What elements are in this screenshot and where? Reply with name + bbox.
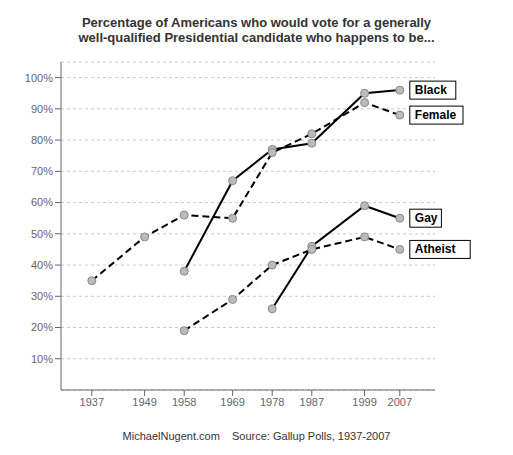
svg-text:1969: 1969 (220, 396, 244, 408)
svg-text:1937: 1937 (80, 396, 104, 408)
svg-text:Female: Female (415, 108, 457, 122)
svg-text:1978: 1978 (260, 396, 284, 408)
html-text:Percentage of Americans who wo: Percentage of Americans who would vote f… (81, 15, 432, 30)
svg-text:90%: 90% (31, 103, 53, 115)
svg-text:Black: Black (415, 83, 447, 97)
svg-text:40%: 40% (31, 259, 53, 271)
svg-text:10%: 10% (31, 353, 53, 365)
svg-text:1958: 1958 (172, 396, 196, 408)
svg-text:1987: 1987 (300, 396, 324, 408)
svg-text:Gay: Gay (415, 211, 438, 225)
svg-text:80%: 80% (31, 134, 53, 146)
svg-text:30%: 30% (31, 290, 53, 302)
svg-text:100%: 100% (25, 72, 53, 84)
html-text:MichaelNugent.com Source: Gall: MichaelNugent.com Source: Gallup Polls, … (122, 430, 391, 442)
svg-text:Atheist: Atheist (415, 242, 456, 256)
svg-text:70%: 70% (31, 165, 53, 177)
svg-text:20%: 20% (31, 321, 53, 333)
svg-text:2007: 2007 (388, 396, 412, 408)
svg-text:60%: 60% (31, 196, 53, 208)
html-text:well-qualified Presidential ca: well-qualified Presidential candidate wh… (78, 30, 435, 45)
svg-text:1999: 1999 (352, 396, 376, 408)
svg-text:50%: 50% (31, 228, 53, 240)
svg-text:1949: 1949 (132, 396, 156, 408)
